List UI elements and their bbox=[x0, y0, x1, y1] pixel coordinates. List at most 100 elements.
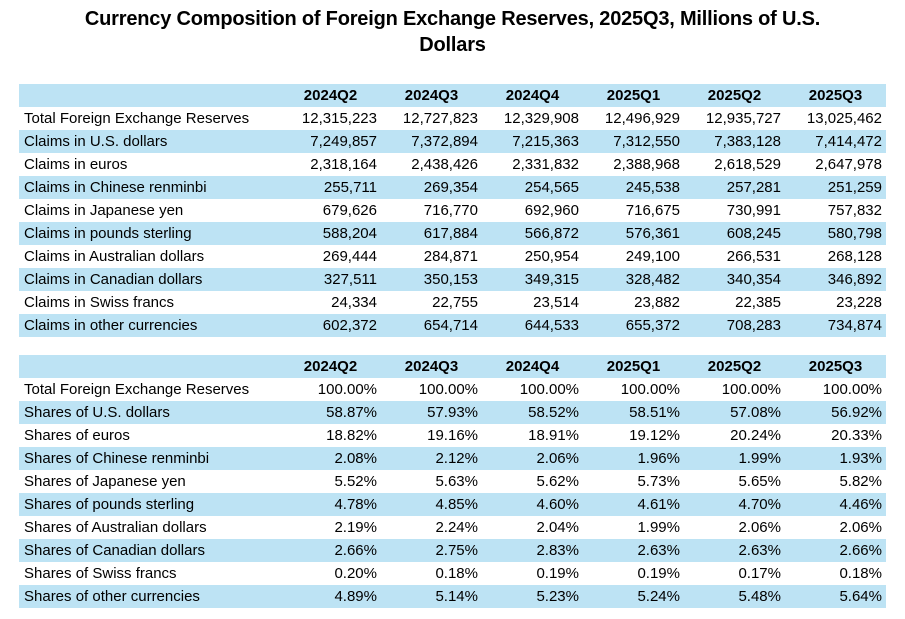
value-cell: 2.63% bbox=[637, 542, 680, 559]
value-cell: 7,312,550 bbox=[613, 133, 680, 150]
value-cell: 2.63% bbox=[738, 542, 781, 559]
table-row: Shares of Australian dollars 2.19% 2.24% 2.… bbox=[19, 516, 886, 539]
value-cell: 708,283 bbox=[726, 317, 781, 334]
column-header-2025Q1: 2025Q1 bbox=[606, 87, 661, 104]
row-label: Total Foreign Exchange Reserves bbox=[24, 110, 250, 127]
value-cell: 254,565 bbox=[524, 179, 579, 196]
value-cell: 57.08% bbox=[730, 404, 781, 421]
value-cell: 18.82% bbox=[326, 427, 377, 444]
table-row: Shares of euros 18.82% 19.16% 18.91% 19.12% 2… bbox=[19, 424, 886, 447]
column-header-2024Q3: 2024Q3 bbox=[404, 87, 459, 104]
value-cell: 5.73% bbox=[637, 473, 680, 490]
value-cell: 58.52% bbox=[528, 404, 579, 421]
value-cell: 7,249,857 bbox=[310, 133, 377, 150]
column-header-2025Q1: 2025Q1 bbox=[606, 358, 661, 375]
value-cell: 2.08% bbox=[334, 450, 377, 467]
value-cell: 588,204 bbox=[322, 225, 377, 242]
value-cell: 2.06% bbox=[536, 450, 579, 467]
value-cell: 249,100 bbox=[625, 248, 680, 265]
row-label: Claims in Australian dollars bbox=[24, 248, 205, 265]
value-cell: 20.33% bbox=[831, 427, 882, 444]
claims-table: 2024Q2 2024Q3 2024Q4 2025Q1 2025Q2 2025Q3 Tota… bbox=[19, 84, 886, 337]
value-cell: 716,770 bbox=[423, 202, 478, 219]
value-cell: 19.12% bbox=[629, 427, 680, 444]
value-cell: 5.63% bbox=[435, 473, 478, 490]
table-row: Claims in euros 2,318,164 2,438,426 2,331,8… bbox=[19, 153, 886, 176]
value-cell: 757,832 bbox=[827, 202, 882, 219]
value-cell: 2,647,978 bbox=[815, 156, 882, 173]
value-cell: 2,318,164 bbox=[310, 156, 377, 173]
value-cell: 0.19% bbox=[637, 565, 680, 582]
row-label: Shares of Japanese yen bbox=[24, 473, 186, 490]
page-title-line1: Currency Composition of Foreign Exchange… bbox=[84, 8, 821, 30]
header-row: 2024Q2 2024Q3 2024Q4 2025Q1 2025Q2 2025Q3 bbox=[19, 355, 886, 378]
value-cell: 566,872 bbox=[524, 225, 579, 242]
value-cell: 679,626 bbox=[322, 202, 377, 219]
value-cell: 2.24% bbox=[435, 519, 478, 536]
value-cell: 5.65% bbox=[738, 473, 781, 490]
value-cell: 1.93% bbox=[839, 450, 882, 467]
value-cell: 4.89% bbox=[334, 588, 377, 605]
column-header-2025Q3: 2025Q3 bbox=[808, 358, 863, 375]
value-cell: 22,755 bbox=[432, 294, 478, 311]
value-cell: 2,331,832 bbox=[512, 156, 579, 173]
value-cell: 12,329,908 bbox=[503, 110, 579, 127]
value-cell: 617,884 bbox=[423, 225, 478, 242]
value-cell: 23,228 bbox=[836, 294, 882, 311]
value-cell: 655,372 bbox=[625, 317, 680, 334]
value-cell: 19.16% bbox=[427, 427, 478, 444]
value-cell: 4.46% bbox=[839, 496, 882, 513]
value-cell: 1.96% bbox=[637, 450, 680, 467]
value-cell: 20.24% bbox=[730, 427, 781, 444]
value-cell: 4.78% bbox=[334, 496, 377, 513]
column-header-2024Q3: 2024Q3 bbox=[404, 358, 459, 375]
table-row: Total Foreign Exchange Reserves 12,315,22… bbox=[19, 107, 886, 130]
row-label: Shares of Canadian dollars bbox=[24, 542, 205, 559]
value-cell: 716,675 bbox=[625, 202, 680, 219]
value-cell: 5.62% bbox=[536, 473, 579, 490]
table-row: Claims in U.S. dollars 7,249,857 7,372,894… bbox=[19, 130, 886, 153]
table-row: Claims in Canadian dollars 327,511 350,153… bbox=[19, 268, 886, 291]
value-cell: 100.00% bbox=[519, 381, 579, 398]
header-row: 2024Q2 2024Q3 2024Q4 2025Q1 2025Q2 2025Q3 bbox=[19, 84, 886, 107]
value-cell: 580,798 bbox=[827, 225, 882, 242]
value-cell: 327,511 bbox=[323, 271, 377, 288]
value-cell: 100.00% bbox=[721, 381, 781, 398]
value-cell: 284,871 bbox=[423, 248, 478, 265]
row-label: Claims in Canadian dollars bbox=[24, 271, 203, 288]
page-title: Currency Composition of Foreign Exchange… bbox=[0, 0, 905, 58]
value-cell: 12,315,223 bbox=[301, 110, 377, 127]
table-row: Claims in other currencies 602,372 654,714… bbox=[19, 314, 886, 337]
value-cell: 4.85% bbox=[435, 496, 478, 513]
table-row: Shares of other currencies 4.89% 5.14% 5.23… bbox=[19, 585, 886, 608]
value-cell: 2.66% bbox=[334, 542, 377, 559]
value-cell: 58.87% bbox=[326, 404, 377, 421]
value-cell: 251,259 bbox=[827, 179, 882, 196]
table-row: Claims in Australian dollars 269,444 284,8… bbox=[19, 245, 886, 268]
value-cell: 1.99% bbox=[738, 450, 781, 467]
value-cell: 576,361 bbox=[625, 225, 680, 242]
column-header-2025Q3: 2025Q3 bbox=[808, 87, 863, 104]
shares-table: 2024Q2 2024Q3 2024Q4 2025Q1 2025Q2 2025Q3 Tota… bbox=[19, 355, 886, 608]
column-header-2024Q2: 2024Q2 bbox=[303, 358, 358, 375]
row-label: Claims in U.S. dollars bbox=[24, 133, 168, 150]
value-cell: 328,482 bbox=[625, 271, 680, 288]
value-cell: 22,385 bbox=[735, 294, 781, 311]
value-cell: 12,496,929 bbox=[604, 110, 680, 127]
table-row: Shares of Japanese yen 5.52% 5.63% 5.62% 5.7… bbox=[19, 470, 886, 493]
row-label: Shares of Swiss francs bbox=[24, 565, 177, 582]
value-cell: 734,874 bbox=[827, 317, 882, 334]
value-cell: 692,960 bbox=[524, 202, 579, 219]
value-cell: 245,538 bbox=[625, 179, 680, 196]
table-row: Claims in pounds sterling 588,204 617,884 5… bbox=[19, 222, 886, 245]
value-cell: 0.19% bbox=[536, 565, 579, 582]
value-cell: 644,533 bbox=[524, 317, 579, 334]
value-cell: 5.64% bbox=[839, 588, 882, 605]
value-cell: 250,954 bbox=[524, 248, 579, 265]
value-cell: 7,414,472 bbox=[815, 133, 882, 150]
table-row: Claims in Swiss francs 24,334 22,755 23,514… bbox=[19, 291, 886, 314]
table-row: Shares of Chinese renminbi 2.08% 2.12% 2.06… bbox=[19, 447, 886, 470]
value-cell: 350,153 bbox=[423, 271, 478, 288]
value-cell: 12,727,823 bbox=[402, 110, 478, 127]
